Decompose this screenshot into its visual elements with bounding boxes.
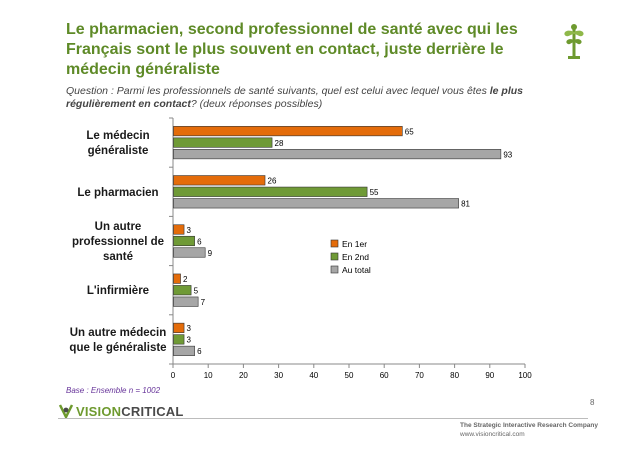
x-tick-label: 100 [518,371,532,380]
page-title: Le pharmacien, second professionnel de s… [66,21,518,78]
x-tick-label: 70 [415,371,424,380]
data-label: 6 [197,237,202,246]
legend-label: Au total [342,265,371,275]
legend-label: En 1er [342,239,367,249]
vision-critical-logo: VISIONCRITICAL [58,401,184,421]
company-url: www.visioncritical.com [460,431,525,438]
data-label: 65 [405,127,414,136]
base-note: Base : Ensemble n = 1002 [66,386,161,395]
bar [173,285,192,296]
legend-label: En 2nd [342,252,369,262]
tagline: The Strategic Interactive Research Compa… [460,421,598,439]
bar [173,235,195,247]
logo-prefix: VISION [76,403,122,419]
page-number: 8 [590,398,595,407]
legend-swatch [330,252,339,261]
x-tick-label: 90 [485,371,494,380]
data-label: 81 [461,200,470,209]
data-label: 28 [275,139,284,148]
x-tick-label: 20 [239,371,248,380]
bar [173,273,181,284]
x-tick-label: 10 [204,371,213,380]
logo-suffix: CRITICAL [121,403,184,419]
x-tick-label: 0 [171,371,176,380]
category-label: Le médecin généraliste [86,130,149,157]
bar [173,322,185,333]
bar [173,345,195,356]
x-tick-label: 80 [450,371,459,380]
question-prefix: Question : Parmi les professionnels de s… [66,85,490,97]
data-label: 3 [187,226,192,235]
x-tick-label: 30 [274,371,283,380]
category-label: L'infirmière [87,285,149,297]
vision-critical-mark-icon [58,404,74,419]
question-emphasis: le plus régulièrement en contact [66,85,523,110]
question-text: Question : Parmi les professionnels de s… [66,85,536,111]
category-label: Le pharmacien [77,187,158,199]
data-label: 3 [187,324,192,333]
data-label: 5 [194,286,199,295]
bar [173,296,199,307]
bar [173,224,185,235]
bar [173,175,266,186]
bar [173,126,403,137]
bar [173,247,206,258]
data-label: 2 [183,275,188,284]
x-tick-label: 50 [345,371,354,380]
data-label: 9 [208,249,213,258]
bar [173,198,459,209]
data-label: 6 [197,347,202,356]
bar [173,149,502,160]
question-suffix: ? (deux réponses possibles) [190,98,323,110]
data-label: 55 [370,188,379,197]
data-label: 26 [268,177,277,186]
data-label: 93 [503,150,512,159]
bar [173,334,185,345]
x-tick-label: 40 [309,371,318,380]
data-label: 3 [187,336,192,345]
caduceus-plant-icon [564,24,584,59]
bar [173,186,368,197]
legend-swatch [330,265,339,274]
category-label: Un autre professionnel de santé [72,221,164,263]
footer-divider [58,418,588,419]
legend-swatch [330,239,339,248]
category-label: Un autre médecin que le généraliste [69,327,166,354]
x-tick-label: 60 [380,371,389,380]
data-label: 7 [201,298,206,307]
bar [173,137,273,148]
tagline-text: The Strategic Interactive Research Compa… [460,422,598,429]
